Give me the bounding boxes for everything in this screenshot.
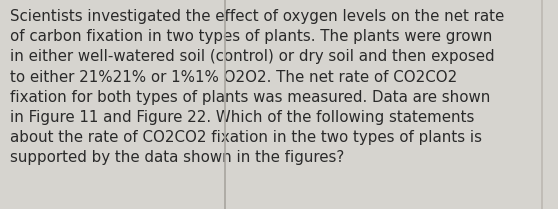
Text: Scientists investigated the effect of oxygen levels on the net rate
of carbon fi: Scientists investigated the effect of ox…: [10, 9, 504, 165]
